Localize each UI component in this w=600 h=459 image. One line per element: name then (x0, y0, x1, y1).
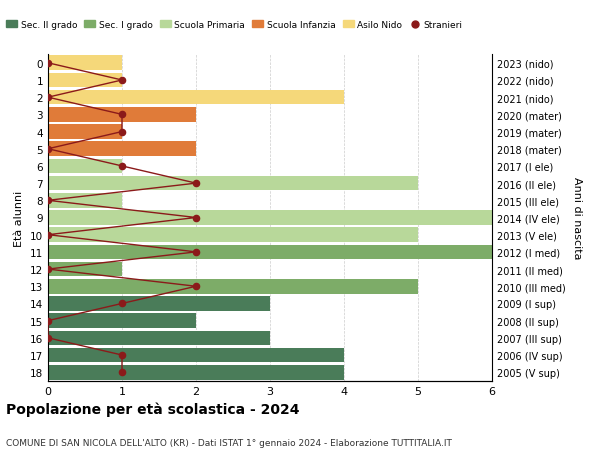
Point (117, 129, 127, 136)
Bar (48, 262, 122, 277)
Bar (48, 176, 418, 191)
Point (191, 249, 201, 256)
Text: Popolazione per età scolastica - 2024: Popolazione per età scolastica - 2024 (6, 402, 299, 416)
Point (191, 283, 201, 290)
Point (43, 60, 53, 67)
Point (191, 180, 201, 187)
Point (117, 300, 127, 308)
Bar (48, 228, 418, 242)
Bar (48, 142, 196, 157)
Bar (48, 73, 122, 88)
Point (43, 335, 53, 342)
Point (43, 231, 53, 239)
Point (117, 163, 127, 170)
Point (191, 214, 201, 222)
Bar (48, 56, 122, 71)
Bar (48, 331, 270, 345)
Bar (48, 365, 344, 380)
Point (43, 94, 53, 101)
Bar (48, 245, 492, 260)
Point (43, 197, 53, 205)
Bar (48, 91, 344, 105)
Point (43, 317, 53, 325)
Point (117, 352, 127, 359)
Bar (48, 313, 196, 328)
Bar (48, 108, 196, 123)
Bar (48, 280, 418, 294)
Bar (48, 348, 344, 363)
Y-axis label: Età alunni: Età alunni (14, 190, 25, 246)
Bar (48, 194, 122, 208)
Point (117, 112, 127, 119)
Point (117, 77, 127, 84)
Bar (48, 297, 270, 311)
Text: COMUNE DI SAN NICOLA DELL'ALTO (KR) - Dati ISTAT 1° gennaio 2024 - Elaborazione : COMUNE DI SAN NICOLA DELL'ALTO (KR) - Da… (6, 438, 452, 447)
Bar (48, 125, 122, 140)
Point (117, 369, 127, 376)
Point (43, 146, 53, 153)
Point (43, 266, 53, 273)
Bar (48, 159, 122, 174)
Bar (48, 211, 492, 225)
Y-axis label: Anni di nascita: Anni di nascita (572, 177, 582, 259)
Legend: Sec. II grado, Sec. I grado, Scuola Primaria, Scuola Infanzia, Asilo Nido, Stran: Sec. II grado, Sec. I grado, Scuola Prim… (2, 17, 466, 34)
